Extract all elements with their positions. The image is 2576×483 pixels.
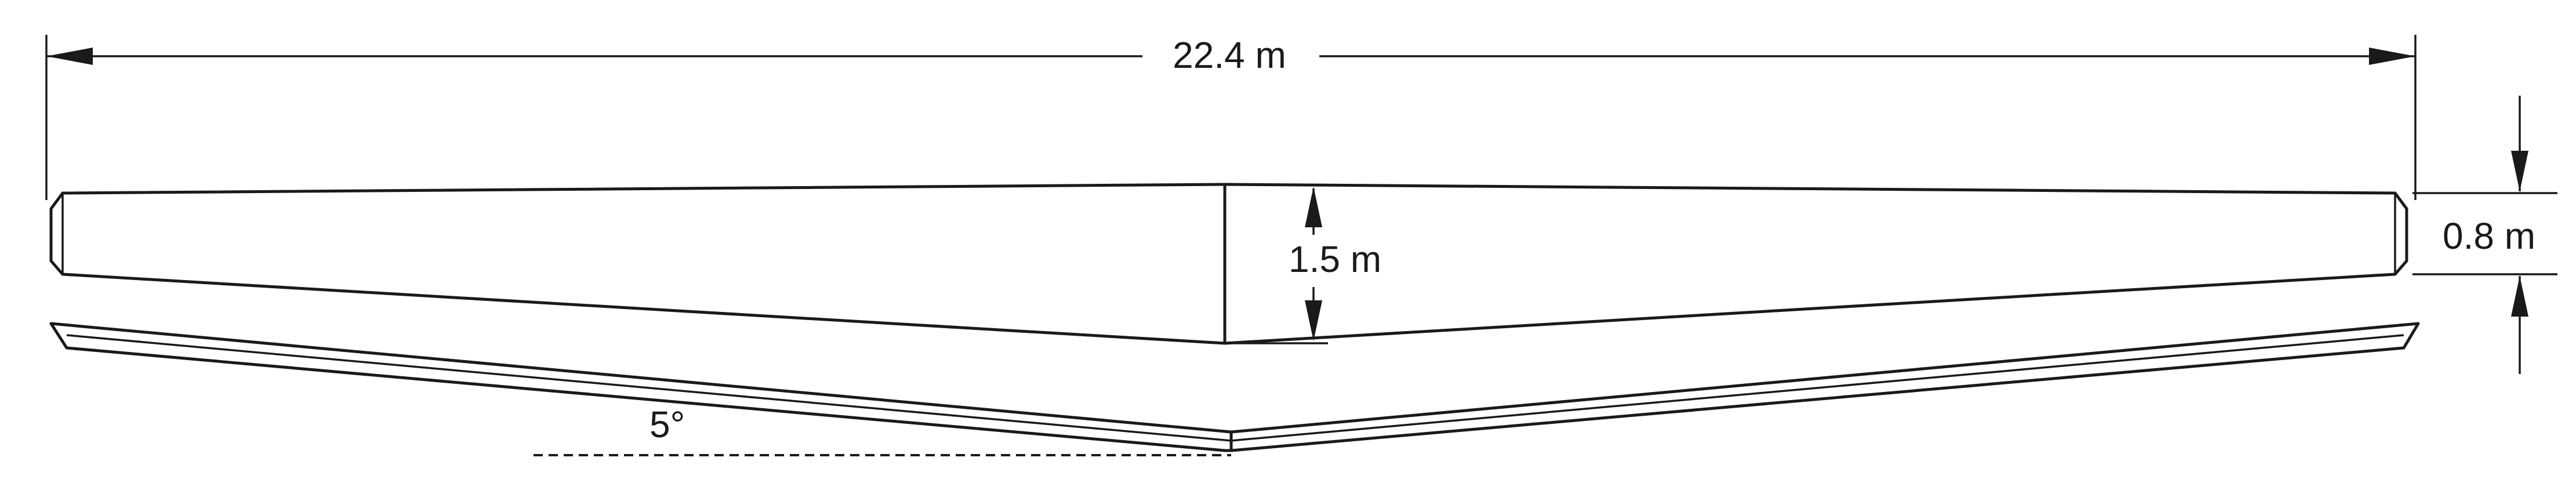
- wing-front-view: [49, 322, 2420, 456]
- span-label: 22.4 m: [1173, 34, 1286, 76]
- front-view-inner-left: [66, 334, 1232, 442]
- dihedral-label: 5°: [650, 404, 685, 445]
- root-chord-arrow-down: [1305, 300, 1322, 341]
- tip-chord-dimension: 0.8 m: [2412, 96, 2557, 374]
- front-view-inner-right: [1231, 334, 2404, 442]
- span-arrow-right: [2369, 48, 2415, 65]
- root-chord-label: 1.5 m: [1289, 238, 1381, 280]
- tip-arrow-up: [2511, 276, 2528, 317]
- front-view-outline-right: [1229, 322, 2420, 452]
- span-arrow-left: [46, 48, 93, 65]
- root-chord-dimension: 1.5 m: [1289, 187, 1381, 341]
- front-view-outline: [49, 322, 1233, 452]
- planform-outline: [49, 183, 2408, 345]
- root-chord-arrow-up: [1305, 187, 1322, 227]
- tip-arrow-down: [2511, 151, 2528, 191]
- tip-chord-label: 0.8 m: [2443, 215, 2535, 257]
- wing-planform: [49, 183, 2408, 345]
- span-dimension: 22.4 m: [45, 34, 2417, 200]
